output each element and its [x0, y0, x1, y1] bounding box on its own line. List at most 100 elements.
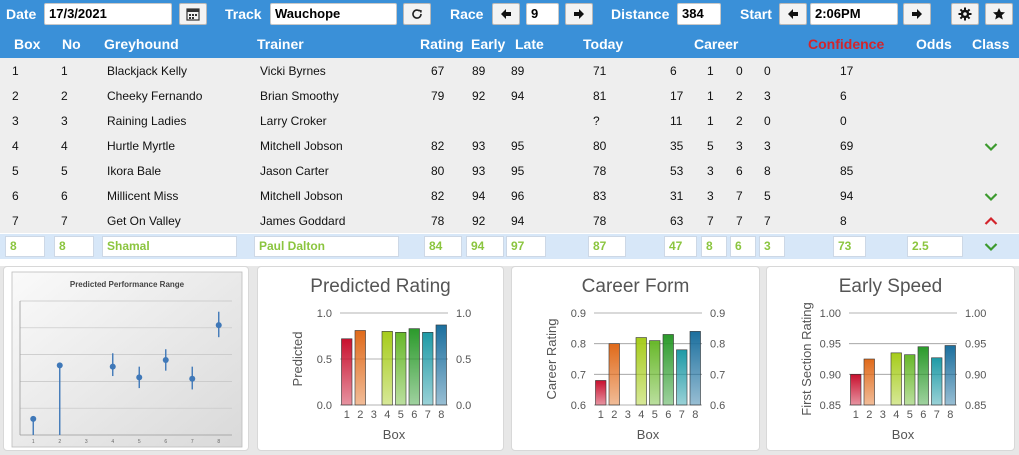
header-late[interactable]: Late	[515, 36, 544, 52]
cell-trainer: James Goddard	[260, 214, 346, 228]
cell-greyhound: Cheeky Fernando	[107, 89, 203, 103]
cell-career-seconds: 0	[764, 64, 771, 78]
cell-today: 78	[593, 164, 607, 178]
distance-input[interactable]: 384	[677, 3, 721, 25]
edit-career-seconds-input[interactable]: 3	[759, 236, 785, 257]
header-early[interactable]: Early	[471, 36, 506, 52]
start-prev-button[interactable]	[779, 3, 807, 25]
header-box[interactable]: Box	[14, 36, 41, 52]
race-next-button[interactable]	[565, 3, 593, 25]
header-rating[interactable]: Rating	[420, 36, 464, 52]
header-confidence[interactable]: Confidence	[808, 36, 885, 52]
cell-rating: 67	[431, 64, 445, 78]
edit-late-input[interactable]: 97	[506, 236, 546, 257]
edit-career-wins-input[interactable]: 8	[701, 236, 727, 257]
race-input[interactable]: 9	[526, 3, 559, 25]
y2-tick-label: 0.85	[965, 400, 986, 412]
cell-no: 7	[61, 214, 68, 228]
header-trainer[interactable]: Trainer	[257, 36, 304, 52]
x-tick-label: 3	[880, 409, 886, 421]
table-row[interactable]: 1 1 Blackjack Kelly Vicki Byrnes 67 89 8…	[0, 58, 1019, 83]
cell-trainer: Vicki Byrnes	[260, 64, 326, 78]
cell-career-starts: 53	[670, 164, 684, 178]
refresh-icon	[412, 9, 422, 19]
cell-trainer: Mitchell Jobson	[260, 189, 343, 203]
header-greyhound[interactable]: Greyhound	[104, 36, 179, 52]
class-up-check-icon	[984, 243, 998, 252]
table-row[interactable]: 5 5 Ikora Bale Jason Carter 80 93 95 78 …	[0, 158, 1019, 183]
header-no[interactable]: No	[62, 36, 81, 52]
edit-early-input[interactable]: 94	[466, 236, 504, 257]
race-label: Race	[450, 6, 484, 22]
edit-box-input[interactable]: 8	[5, 236, 45, 257]
cell-rating: 78	[431, 214, 445, 228]
edit-confidence-input[interactable]: 73	[833, 236, 866, 257]
track-input[interactable]: Wauchope	[270, 3, 397, 25]
table-row[interactable]: 6 6 Millicent Miss Mitchell Jobson 82 94…	[0, 183, 1019, 208]
bar	[676, 349, 688, 406]
cell-no: 3	[61, 114, 68, 128]
calendar-button[interactable]	[179, 3, 207, 25]
cell-career-seconds: 3	[764, 89, 771, 103]
edit-career-places-input[interactable]: 6	[730, 236, 756, 257]
cell-early: 92	[472, 214, 486, 228]
edit-odds-input[interactable]: 2.5	[907, 236, 963, 257]
data-point	[109, 363, 116, 370]
career-form-panel: Career Form 0.6 0.6 0.7 0.7 0.8 0.8 0.9 0.9 1 2 3 4…	[511, 266, 760, 451]
cell-no: 4	[61, 139, 68, 153]
settings-button[interactable]	[951, 3, 979, 25]
cell-early: 94	[472, 189, 486, 203]
edit-today-input[interactable]: 87	[588, 236, 626, 257]
header-today[interactable]: Today	[583, 36, 624, 52]
y2-tick-label: 0.7	[710, 369, 725, 381]
bar	[608, 343, 620, 406]
table-row[interactable]: 3 3 Raining Ladies Larry Croker ? 11 1 2…	[0, 108, 1019, 133]
x-tick-label: 8	[947, 409, 953, 421]
cell-early: 93	[472, 164, 486, 178]
cell-career-starts: 11	[670, 114, 683, 128]
header-class[interactable]: Class	[972, 36, 1010, 52]
chart-title: Early Speed	[838, 276, 943, 297]
cell-box: 1	[12, 64, 19, 78]
cell-greyhound: Ikora Bale	[107, 164, 162, 178]
calendar-icon	[186, 8, 200, 21]
x-axis-label: Box	[892, 427, 915, 442]
x-tick-label: 1	[853, 409, 859, 421]
edit-greyhound-input[interactable]: Shamal	[102, 236, 237, 257]
edit-career-starts-input[interactable]: 47	[664, 236, 697, 257]
cell-late: 95	[511, 139, 525, 153]
cell-greyhound: Hurtle Myrtle	[107, 139, 176, 153]
cell-today: 83	[593, 189, 607, 203]
table-row[interactable]: 4 4 Hurtle Myrtle Mitchell Jobson 82 93 …	[0, 133, 1019, 158]
table-row[interactable]: 7 7 Get On Valley James Goddard 78 92 94…	[0, 208, 1019, 233]
cell-career-wins: 1	[707, 89, 714, 103]
cell-confidence: 69	[840, 139, 854, 153]
y2-tick-label: 0.0	[456, 400, 471, 412]
cell-career-seconds: 0	[764, 114, 771, 128]
edit-rating-input[interactable]: 84	[424, 236, 462, 257]
table-header: Box No Greyhound Trainer Rating Early La…	[0, 29, 1019, 58]
start-next-button[interactable]	[903, 3, 931, 25]
cell-trainer: Mitchell Jobson	[260, 139, 343, 153]
y-axis-label: Predicted	[290, 332, 305, 387]
refresh-button[interactable]	[403, 3, 431, 25]
table-row[interactable]: 2 2 Cheeky Fernando Brian Smoothy 79 92 …	[0, 83, 1019, 108]
x-tick-label: 2	[611, 409, 617, 421]
x-tick-label: 7	[679, 409, 685, 421]
cell-confidence: 94	[840, 189, 854, 203]
gear-icon	[958, 7, 972, 21]
header-career[interactable]: Career	[694, 36, 739, 52]
cell-rating: 82	[431, 139, 445, 153]
header-odds[interactable]: Odds	[916, 36, 952, 52]
edit-trainer-input[interactable]: Paul Dalton	[254, 236, 399, 257]
cell-greyhound: Millicent Miss	[107, 189, 179, 203]
start-time-input[interactable]: 2:06PM	[810, 3, 898, 25]
bar	[904, 354, 916, 406]
favorite-button[interactable]	[985, 3, 1013, 25]
edit-no-input[interactable]: 8	[54, 236, 94, 257]
data-point	[30, 415, 37, 422]
cell-confidence: 0	[840, 114, 847, 128]
date-input[interactable]: 17/3/2021	[44, 3, 172, 25]
cell-confidence: 85	[840, 164, 854, 178]
race-prev-button[interactable]	[492, 3, 520, 25]
